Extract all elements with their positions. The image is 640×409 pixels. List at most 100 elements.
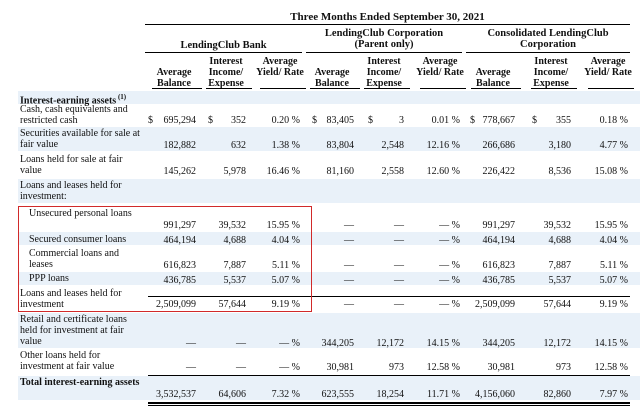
cell-value: 12.58 % [594,362,628,373]
dollar-sign: $ [148,115,153,126]
cell-value: — % [279,338,300,349]
cell-value: — % [439,260,460,271]
column-underline [260,88,306,89]
section-header-shade [18,91,640,104]
cell-value: 57,644 [218,299,247,310]
cell-value: — % [279,362,300,373]
cell-value: 991,297 [163,220,197,231]
cell-value: — [186,338,196,349]
column-header: Average Balance [156,67,192,89]
cell-value: 4,156,060 [475,389,515,400]
cell-value: 344,205 [482,338,516,349]
cell-value: — [394,299,404,310]
cell-value: 4.77 % [599,140,628,151]
cell-value: — [344,220,354,231]
cell-value: — [344,299,354,310]
cell-value: 30,981 [326,362,355,373]
cell-value: 7,887 [223,260,247,271]
row-label: Secured consumer loans [29,234,127,245]
cell-value: 5,978 [223,166,247,177]
column-header: Interest Income/ Expense [533,56,569,89]
cell-value: 5.11 % [600,260,628,271]
cell-value: 4.04 % [599,235,628,246]
column-header: Interest Income/ Expense [366,56,402,89]
column-underline [588,88,634,89]
dollar-sign: $ [532,115,537,126]
cell-value: 5,537 [548,275,572,286]
column-underline [420,88,466,89]
group-underline [466,52,630,53]
cell-value: — % [439,220,460,231]
cell-value: 3,180 [548,140,572,151]
cell-value: 973 [556,362,571,373]
cell-value: — % [439,275,460,286]
column-underline [310,88,360,89]
row-label: Loans held for sale at fair value [20,154,123,176]
row-shade [18,179,640,203]
cell-value: 14.15 % [426,338,460,349]
cell-value: — [236,362,246,373]
row-label: Cash, cash equivalents and restricted ca… [20,104,128,126]
cell-value: 464,194 [163,235,197,246]
cell-value: 464,194 [482,235,516,246]
column-header: Average Balance [475,67,511,89]
cell-value: — [344,235,354,246]
cell-value: — % [439,235,460,246]
cell-value: 7.32 % [271,389,300,400]
cell-value: 4,688 [548,235,572,246]
cell-value: 5.11 % [272,260,300,271]
cell-value: 3 [399,115,404,126]
cell-value: 4,688 [223,235,247,246]
column-underline [471,88,521,89]
cell-value: 39,532 [543,220,572,231]
cell-value: — % [439,299,460,310]
cell-value: 15.95 % [266,220,300,231]
cell-value: 2,558 [381,166,405,177]
cell-value: 12.16 % [426,140,460,151]
cell-value: 778,667 [482,115,516,126]
cell-value: — [394,220,404,231]
cell-value: 7,887 [548,260,572,271]
cell-value: 12,172 [376,338,405,349]
cell-value: 18,254 [376,389,405,400]
cell-value: 11.71 % [427,389,460,400]
cell-value: 9.19 % [271,299,300,310]
cell-value: — [236,338,246,349]
cell-value: — [344,260,354,271]
cell-value: 16.46 % [266,166,300,177]
dollar-sign: $ [312,115,317,126]
cell-value: 355 [556,115,571,126]
group-underline [306,52,462,53]
cell-value: 12,172 [543,338,572,349]
row-shade [18,232,640,245]
cell-value: 436,785 [482,275,516,286]
row-label: Securities available for sale at fair va… [20,128,140,150]
cell-value: 12.58 % [426,362,460,373]
cell-value: 266,686 [482,140,516,151]
cell-value: 82,860 [543,389,572,400]
cell-value: — [186,362,196,373]
title-underline [145,24,630,25]
cell-value: 12.60 % [426,166,460,177]
highlight-box [18,206,312,312]
cell-value: 64,606 [218,389,247,400]
cell-value: 39,532 [218,220,247,231]
cell-value: 0.20 % [271,115,300,126]
cell-value: 145,262 [163,166,197,177]
cell-value: 5.07 % [599,275,628,286]
column-header: Average Yield/ Rate [256,56,304,78]
cell-value: 616,823 [482,260,516,271]
cell-value: 83,804 [326,140,355,151]
group-header: Consolidated LendingClub Corporation [487,28,609,50]
column-header: Average Balance [314,67,350,89]
section-header-text: Interest-earning assets [20,95,117,107]
cell-value: — [344,275,354,286]
group-header: LendingClub Corporation (Parent only) [324,28,444,50]
row-shade [18,127,640,151]
cell-value: 30,981 [487,362,516,373]
cell-value: 9.19 % [599,299,628,310]
cell-value: 81,160 [326,166,355,177]
cell-value: 226,422 [482,166,516,177]
cell-value: 8,536 [548,166,572,177]
column-underline [206,88,252,89]
